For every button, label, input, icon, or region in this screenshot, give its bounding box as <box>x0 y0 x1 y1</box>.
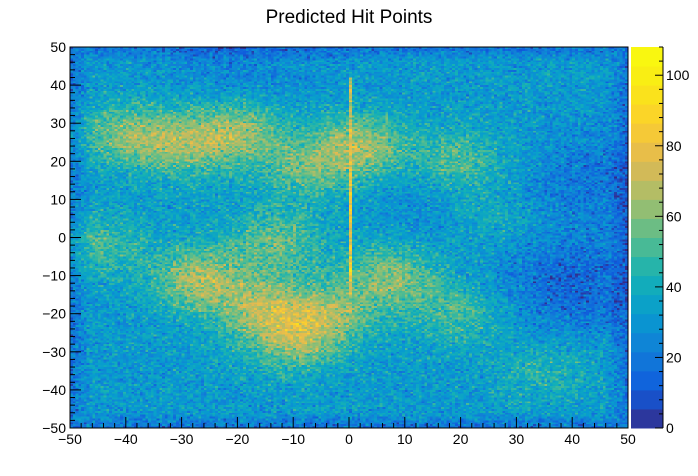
color-scale-band <box>631 161 663 181</box>
z-tick-label: 20 <box>666 349 682 365</box>
y-tick-label: 50 <box>50 39 66 55</box>
color-scale-band <box>631 408 663 429</box>
color-scale-band <box>631 123 663 143</box>
color-scale-band <box>631 47 663 67</box>
x-tick-label: −50 <box>58 431 82 447</box>
y-tick-label: 0 <box>58 230 66 246</box>
y-tick-label: 10 <box>50 191 66 207</box>
color-scale-band <box>631 66 663 86</box>
z-tick-label: 60 <box>666 208 682 224</box>
y-tick-label: −40 <box>42 382 66 398</box>
x-tick-label: −20 <box>226 431 250 447</box>
y-axis: −50 −40 −30 −20 −10 0 10 20 30 40 50 <box>42 39 81 436</box>
z-tick-label: 40 <box>666 279 682 295</box>
color-scale-band <box>631 294 663 315</box>
color-scale-band <box>631 85 663 105</box>
y-tick-label: 30 <box>50 115 66 131</box>
x-tick-label: 50 <box>620 431 636 447</box>
x-tick-label: 0 <box>345 431 353 447</box>
x-tick-label: −10 <box>281 431 305 447</box>
z-tick-label: 100 <box>666 67 690 83</box>
color-scale-band <box>631 104 663 124</box>
x-tick-label: 40 <box>564 431 580 447</box>
z-tick-label: 0 <box>666 420 674 436</box>
x-axis: −50 −40 −30 −20 −10 0 10 20 30 40 50 <box>58 417 636 447</box>
color-scale-band <box>631 237 663 258</box>
color-scale-band <box>631 256 663 277</box>
plot-area <box>70 47 628 428</box>
color-scale-band <box>631 389 663 410</box>
heatmap-image <box>70 47 628 428</box>
color-scale-band <box>631 313 663 334</box>
y-tick-label: −50 <box>42 420 66 436</box>
color-scale-band <box>631 370 663 391</box>
color-scale-band <box>631 199 663 219</box>
color-scale-axis: 0 20 40 60 80 100 <box>655 46 690 436</box>
color-scale-band <box>631 180 663 200</box>
color-scale-band <box>631 275 663 296</box>
x-tick-label: 10 <box>397 431 413 447</box>
color-scale-band <box>631 218 663 238</box>
y-tick-label: 40 <box>50 77 66 93</box>
x-tick-label: 20 <box>453 431 469 447</box>
y-tick-label: −20 <box>42 306 66 322</box>
chart-title: Predicted Hit Points <box>266 7 433 28</box>
color-scale-band <box>631 142 663 162</box>
x-tick-label: 30 <box>509 431 525 447</box>
color-scale-band <box>631 351 663 372</box>
y-tick-label: −10 <box>42 268 66 284</box>
color-scale-bar <box>631 47 663 429</box>
x-tick-label: −30 <box>170 431 194 447</box>
x-tick-label: −40 <box>114 431 138 447</box>
z-tick-label: 80 <box>666 138 682 154</box>
y-tick-label: 20 <box>50 153 66 169</box>
color-scale-band <box>631 332 663 353</box>
y-tick-label: −30 <box>42 344 66 360</box>
